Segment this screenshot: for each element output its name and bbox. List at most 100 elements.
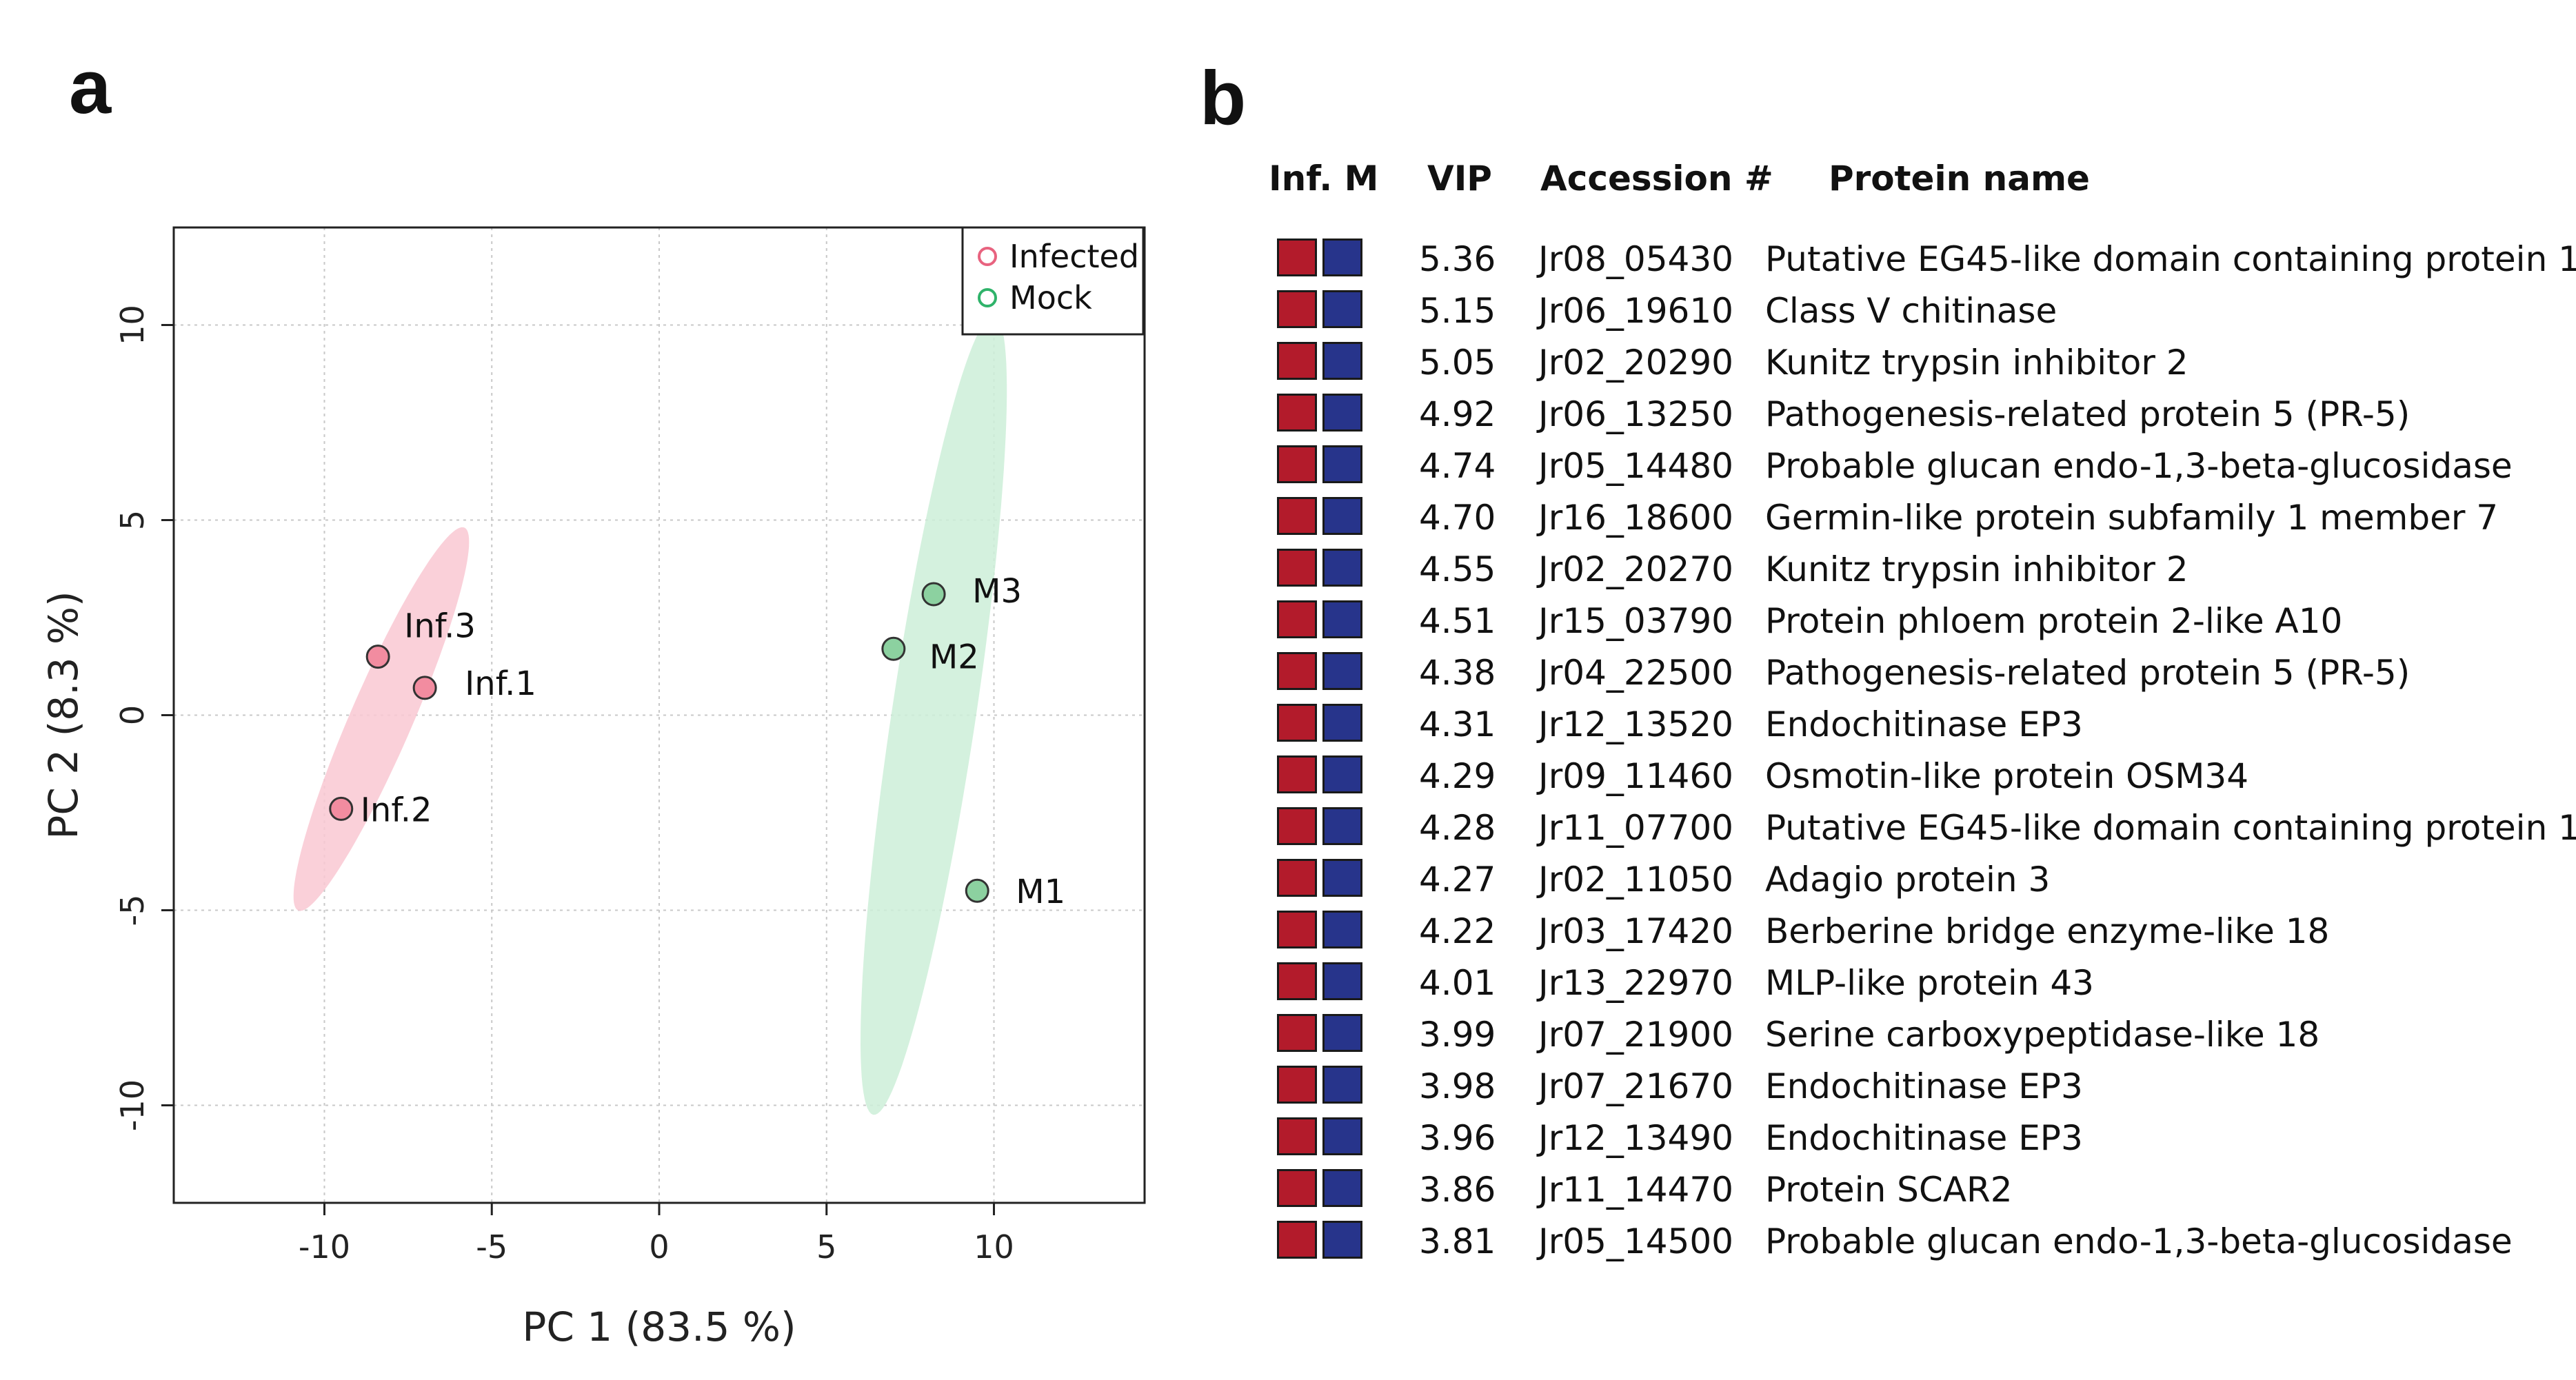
pca-scatter-plot: -10 -5 0 5 10 -10 -5 0 5 10 PC 1 (83.5 %) PC 2 (8.3… <box>40 226 1146 1350</box>
accession-id: Jr06_19610 <box>1538 291 1733 331</box>
accession-id: Jr06_13250 <box>1538 394 1733 434</box>
infected-indicator <box>1277 342 1317 380</box>
table-row: 4.74 Jr05_14480 Probable glucan endo-1,3-b… <box>1200 440 2576 492</box>
table-row: 4.70 Jr16_18600 Germin-like protein subfam… <box>1200 492 2576 544</box>
x-tick-label: 10 <box>974 1228 1014 1266</box>
protein-name: Probable glucan endo-1,3-beta-glucosidas… <box>1765 446 2513 486</box>
accession-id: Jr04_22500 <box>1538 653 1733 693</box>
infected-indicator <box>1277 445 1317 483</box>
vip-value: 3.81 <box>1419 1221 1496 1261</box>
protein-name: Endochitinase EP3 <box>1765 1118 2083 1158</box>
accession-id: Jr11_07700 <box>1538 808 1733 848</box>
table-row: 4.51 Jr15_03790 Protein phloem protein 2-l… <box>1200 596 2576 647</box>
x-axis-title: PC 1 (83.5 %) <box>522 1303 796 1350</box>
mock-ellipse <box>861 315 1007 1115</box>
infected-indicator <box>1277 1014 1317 1052</box>
vip-value: 4.74 <box>1419 446 1496 486</box>
panel-b-label: b <box>1200 56 1247 141</box>
infected-indicator <box>1277 652 1317 690</box>
accession-id: Jr11_14470 <box>1538 1170 1733 1210</box>
infected-indicator <box>1277 1117 1317 1155</box>
mock-indicator <box>1322 704 1362 742</box>
data-point-inf1 <box>412 676 437 700</box>
mock-indicator <box>1322 755 1362 793</box>
y-tick-label: -5 <box>114 895 151 926</box>
protein-name: Endochitinase EP3 <box>1765 704 2083 744</box>
protein-name: Kunitz trypsin inhibitor 2 <box>1765 549 2188 589</box>
protein-name: Probable glucan endo-1,3-beta-glucosidas… <box>1765 1221 2513 1261</box>
vip-value: 4.51 <box>1419 601 1496 641</box>
header-inf-m: Inf. M <box>1269 159 1379 199</box>
mock-indicator <box>1322 911 1362 948</box>
data-point-inf2 <box>329 796 354 821</box>
y-tick-label: 10 <box>114 305 151 345</box>
x-tick-label: 5 <box>816 1228 836 1266</box>
infected-indicator <box>1277 290 1317 328</box>
protein-name: Protein phloem protein 2-like A10 <box>1765 601 2343 641</box>
table-row: 4.22 Jr03_17420 Berberine bridge enzyme-li… <box>1200 906 2576 957</box>
accession-id: Jr16_18600 <box>1538 498 1733 538</box>
protein-name: Pathogenesis-related protein 5 (PR-5) <box>1765 653 2411 693</box>
point-label: M1 <box>1016 873 1065 911</box>
x-tick-label: -5 <box>476 1228 507 1266</box>
protein-name: Protein SCAR2 <box>1765 1170 2013 1210</box>
accession-id: Jr02_11050 <box>1538 860 1733 900</box>
table-row: 5.36 Jr08_05430 Putative EG45-like domain … <box>1200 234 2576 285</box>
table-row: 4.29 Jr09_11460 Osmotin-like protein OSM34 <box>1200 751 2576 802</box>
infected-indicator <box>1277 755 1317 793</box>
protein-name: Endochitinase EP3 <box>1765 1066 2083 1106</box>
table-row: 5.15 Jr06_19610 Class V chitinase <box>1200 285 2576 337</box>
point-label: M2 <box>929 638 979 676</box>
mock-indicator <box>1322 1221 1362 1259</box>
vip-value: 4.31 <box>1419 704 1496 744</box>
table-row: 4.27 Jr02_11050 Adagio protein 3 <box>1200 854 2576 906</box>
panel-a-label: a <box>69 45 112 130</box>
accession-id: Jr15_03790 <box>1538 601 1733 641</box>
infected-indicator <box>1277 807 1317 845</box>
panel-a: a -10 -5 0 5 10 -10 -5 0 5 10 PC 1 (83.5 %) PC 2 (8… <box>0 0 1214 1377</box>
table-row: 4.31 Jr12_13520 Endochitinase EP3 <box>1200 699 2576 751</box>
vip-value: 5.15 <box>1419 291 1496 331</box>
infected-indicator <box>1277 1169 1317 1207</box>
mock-indicator <box>1322 239 1362 276</box>
vip-value: 4.38 <box>1419 653 1496 693</box>
mock-indicator <box>1322 600 1362 638</box>
header-vip: VIP <box>1427 159 1492 199</box>
infected-indicator <box>1277 962 1317 1000</box>
protein-name: Serine carboxypeptidase-like 18 <box>1765 1015 2320 1055</box>
mock-indicator <box>1322 549 1362 587</box>
infected-indicator <box>1277 394 1317 432</box>
mock-indicator <box>1322 1066 1362 1104</box>
infected-ellipse <box>293 527 470 911</box>
header-protein-name: Protein name <box>1829 159 2090 199</box>
table-row: 4.01 Jr13_22970 MLP-like protein 43 <box>1200 957 2576 1009</box>
mock-indicator <box>1322 1117 1362 1155</box>
infected-indicator <box>1277 549 1317 587</box>
mock-indicator <box>1322 1169 1362 1207</box>
data-point-m2 <box>881 636 906 661</box>
protein-name: Putative EG45-like domain containing pro… <box>1765 808 2576 848</box>
accession-id: Jr07_21900 <box>1538 1015 1733 1055</box>
vip-value: 5.36 <box>1419 239 1496 279</box>
protein-name: Adagio protein 3 <box>1765 860 2051 900</box>
table-header: Inf. M VIP Accession # Protein name <box>1200 159 2576 207</box>
legend-box <box>961 226 1145 336</box>
y-tick-label: -10 <box>114 1079 151 1131</box>
mock-indicator <box>1322 1014 1362 1052</box>
vip-value: 4.29 <box>1419 756 1496 796</box>
protein-name: Osmotin-like protein OSM34 <box>1765 756 2249 796</box>
accession-id: Jr05_14480 <box>1538 446 1733 486</box>
vip-value: 4.28 <box>1419 808 1496 848</box>
vip-value: 4.01 <box>1419 963 1496 1003</box>
vip-value: 3.98 <box>1419 1066 1496 1106</box>
table-row: 3.98 Jr07_21670 Endochitinase EP3 <box>1200 1061 2576 1113</box>
mock-indicator <box>1322 497 1362 535</box>
vip-value: 4.27 <box>1419 860 1496 900</box>
mock-indicator <box>1322 652 1362 690</box>
table-row: 5.05 Jr02_20290 Kunitz trypsin inhibitor 2 <box>1200 337 2576 389</box>
accession-id: Jr02_20270 <box>1538 549 1733 589</box>
data-point-inf3 <box>365 645 390 669</box>
table-row: 4.55 Jr02_20270 Kunitz trypsin inhibitor 2 <box>1200 544 2576 596</box>
vip-value: 4.92 <box>1419 394 1496 434</box>
protein-name: Kunitz trypsin inhibitor 2 <box>1765 343 2188 383</box>
